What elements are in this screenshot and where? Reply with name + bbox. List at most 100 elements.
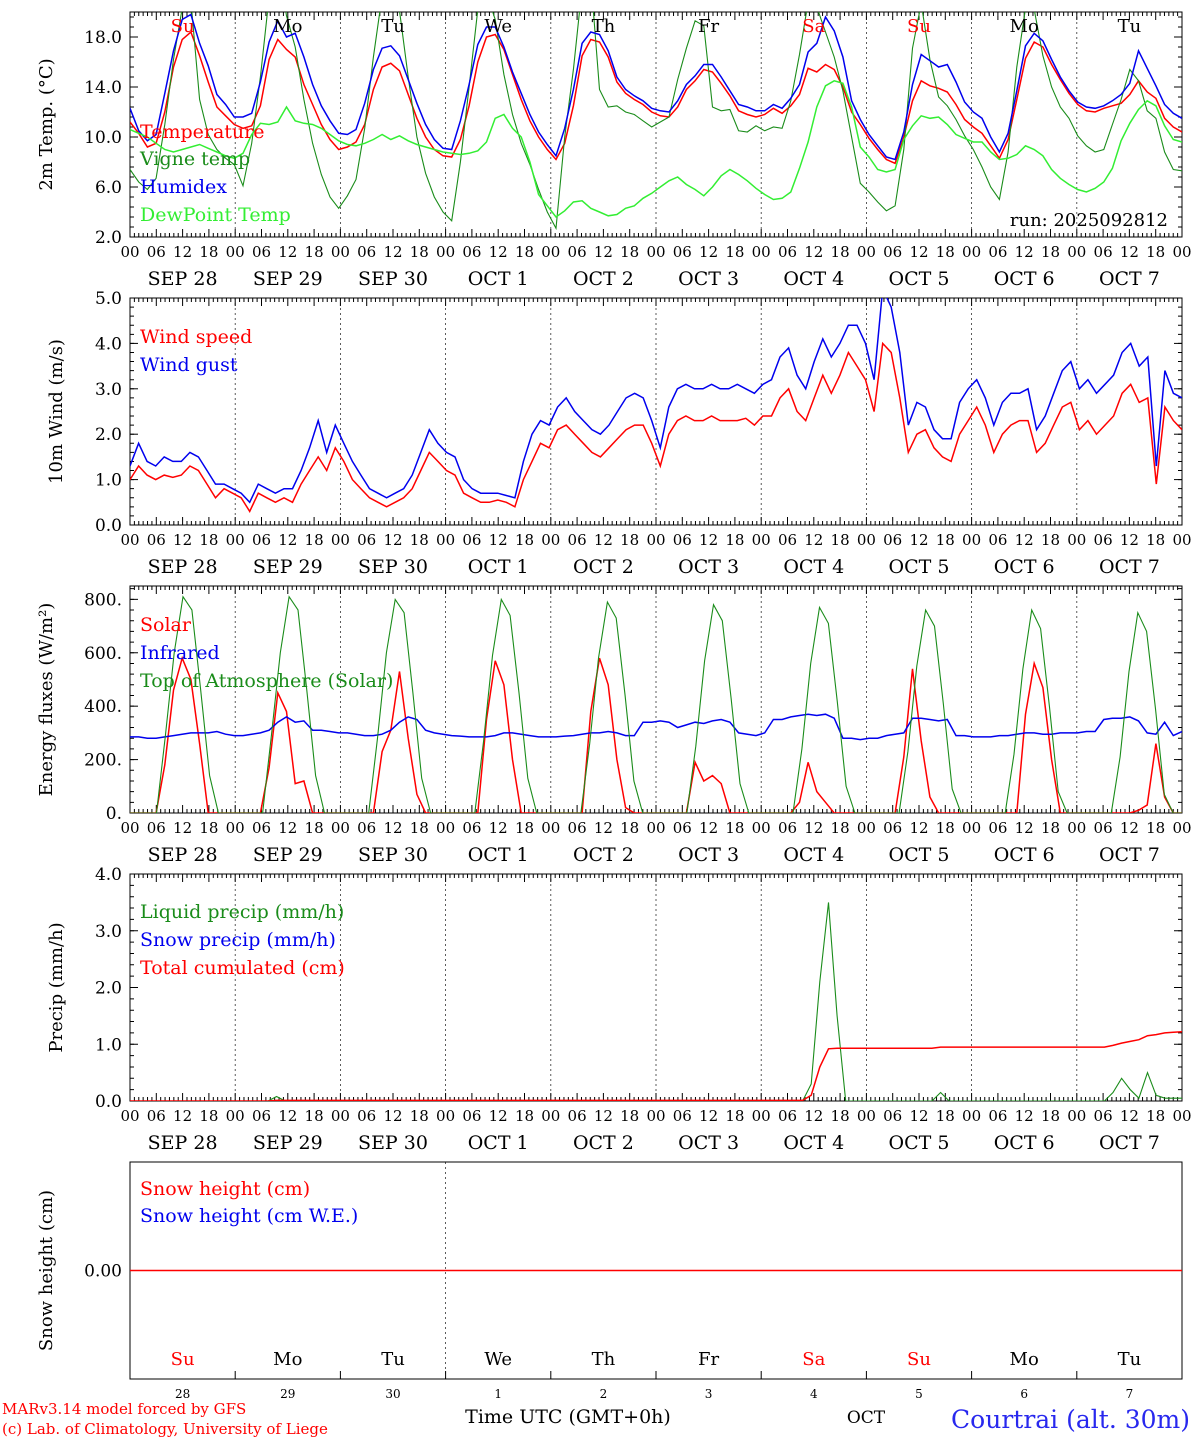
day-number-label: 2 [600, 1387, 608, 1401]
hour-tick-label: 18 [199, 1107, 218, 1125]
hour-tick-label: 12 [383, 1107, 402, 1125]
day-number-label: 28 [175, 1387, 190, 1401]
y-tick-label: 1.0 [95, 1035, 122, 1055]
footer-model-line: MARv3.14 model forced by GFS [2, 1400, 246, 1418]
hour-tick-label: 18 [199, 243, 218, 261]
hour-tick-label: 00 [541, 243, 560, 261]
hour-tick-label: 00 [541, 531, 560, 549]
hour-tick-label: 12 [909, 819, 928, 837]
hour-tick-label: 06 [252, 531, 271, 549]
series-line-humidex [130, 13, 1182, 161]
x-ticks [129, 586, 1183, 813]
weekday-label: We [484, 1349, 512, 1370]
hour-tick-label: 00 [120, 243, 139, 261]
date-label: SEP 29 [253, 1132, 323, 1154]
weekday-label: Mo [273, 1349, 302, 1370]
hour-tick-label: 18 [199, 531, 218, 549]
hour-tick-label: 06 [252, 819, 271, 837]
weekday-label: Mo [1010, 1349, 1039, 1370]
date-label: SEP 30 [358, 844, 428, 866]
hour-tick-label: 00 [646, 819, 665, 837]
hour-tick-label: 18 [305, 531, 324, 549]
legend-entry: Total cumulated (cm) [140, 957, 345, 979]
date-label: OCT 3 [678, 1132, 739, 1154]
day-number-label: 30 [385, 1387, 400, 1401]
hour-tick-label: 12 [594, 531, 613, 549]
hour-tick-label: 18 [620, 819, 639, 837]
day-number-label: 4 [810, 1387, 818, 1401]
series-line-total-cumulated-cm [130, 1031, 1182, 1101]
hour-tick-label: 00 [541, 1107, 560, 1125]
date-label: OCT 6 [994, 1132, 1055, 1154]
date-label: OCT 7 [1099, 1132, 1160, 1154]
hour-tick-label: 18 [620, 1107, 639, 1125]
hour-tick-label: 12 [804, 1107, 823, 1125]
date-label: SEP 28 [148, 1132, 218, 1154]
hour-tick-label: 00 [331, 531, 350, 549]
hour-tick-label: 12 [699, 243, 718, 261]
hour-tick-label: 12 [278, 531, 297, 549]
day-number-label: 29 [280, 1387, 295, 1401]
x-ticks [129, 1371, 1183, 1379]
hour-tick-label: 00 [752, 531, 771, 549]
weekday-label: Tu [1118, 16, 1142, 37]
hour-tick-label: 12 [1120, 1107, 1139, 1125]
hour-tick-label: 06 [778, 243, 797, 261]
hour-tick-label: 18 [1041, 1107, 1060, 1125]
hour-tick-label: 06 [568, 531, 587, 549]
date-label: OCT 4 [783, 268, 844, 290]
series-line-dewpoint-temp [130, 79, 1182, 219]
y-tick-label: 6.0 [95, 178, 122, 198]
hour-tick-label: 06 [462, 819, 481, 837]
hour-tick-label: 18 [725, 819, 744, 837]
hour-tick-label: 12 [1120, 819, 1139, 837]
y-axis-label: Energy fluxes (W/m²) [36, 603, 57, 797]
legend-entry: Snow height (cm W.E.) [140, 1205, 358, 1227]
hour-tick-label: 12 [278, 819, 297, 837]
day-number-label: 5 [915, 1387, 923, 1401]
panel-4: 0.0 1.0 2.0 3.0 4.0 Precip (mm/h) Liquid preci… [46, 865, 1192, 1154]
date-label: OCT 2 [573, 844, 634, 866]
y-tick-label: 10.0 [84, 128, 122, 148]
y-tick-label: 800. [84, 590, 122, 610]
hour-tick-label: 00 [331, 1107, 350, 1125]
legend-entry: Solar [140, 614, 192, 636]
hour-tick-label: 12 [173, 819, 192, 837]
y-tick-label: 4.0 [95, 334, 122, 354]
legend-entry: Vigne temp [139, 148, 250, 170]
y-tick-label: 2.0 [95, 979, 122, 999]
hour-tick-label: 18 [831, 531, 850, 549]
hour-tick-label: 12 [383, 243, 402, 261]
hour-tick-label: 06 [462, 1107, 481, 1125]
hour-tick-label: 18 [831, 819, 850, 837]
date-label: OCT 7 [1099, 268, 1160, 290]
hour-tick-label: 18 [305, 1107, 324, 1125]
weekday-label: Sa [802, 1349, 825, 1370]
date-label: SEP 30 [358, 556, 428, 578]
hour-tick-label: 18 [305, 243, 324, 261]
hour-tick-label: 06 [357, 819, 376, 837]
date-label: OCT 1 [468, 1132, 529, 1154]
y-tick-label: 400. [84, 697, 122, 717]
hour-tick-label: 18 [1041, 243, 1060, 261]
date-label: OCT 4 [783, 844, 844, 866]
hour-tick-label: 12 [278, 1107, 297, 1125]
hour-tick-label: 18 [1146, 819, 1165, 837]
hour-tick-label: 12 [383, 531, 402, 549]
date-label: OCT 5 [889, 268, 950, 290]
date-label: OCT 3 [678, 844, 739, 866]
hour-tick-label: 18 [725, 243, 744, 261]
date-label: SEP 29 [253, 844, 323, 866]
hour-tick-label: 00 [226, 1107, 245, 1125]
date-label: OCT 1 [468, 556, 529, 578]
date-label: OCT 3 [678, 556, 739, 578]
x-ticks [129, 12, 1183, 237]
hour-tick-label: 18 [410, 531, 429, 549]
hour-tick-label: 18 [936, 819, 955, 837]
date-label: OCT 2 [573, 268, 634, 290]
hour-tick-label: 00 [120, 819, 139, 837]
y-tick-label: 3.0 [95, 380, 122, 400]
y-tick-label: 4.0 [95, 865, 122, 885]
y-axis-label: 10m Wind (m/s) [46, 339, 67, 484]
x-ticks [129, 874, 1183, 1101]
